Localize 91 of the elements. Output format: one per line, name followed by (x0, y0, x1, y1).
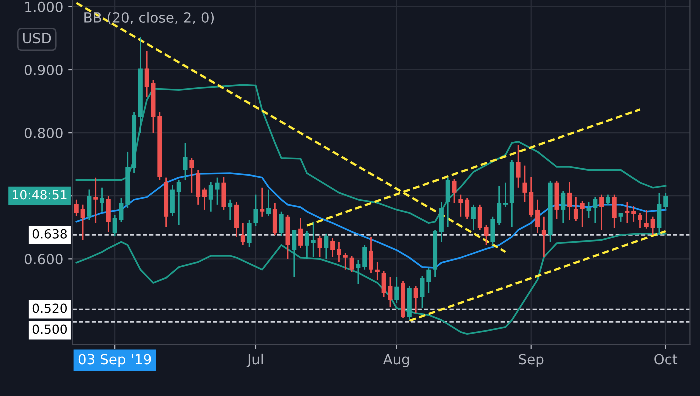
candlestick (465, 197, 470, 220)
candlestick (504, 182, 508, 208)
x-tick-label: Oct (654, 354, 678, 365)
candlestick (606, 194, 610, 206)
candlestick (266, 189, 272, 217)
y-tick-label: 0.900 (24, 64, 63, 76)
candlestick (522, 165, 528, 204)
text: 10:48:51 (13, 190, 67, 200)
candlestick (600, 194, 604, 231)
candlestick (343, 252, 348, 271)
y-tick-label: 1.000 (26, 2, 63, 12)
candlestick (318, 236, 322, 258)
candlestick (394, 276, 400, 304)
line-series (76, 233, 667, 336)
candlestick (330, 238, 336, 258)
x-tick-label: Sep (519, 354, 544, 368)
y-tick-label: 0.800 (24, 128, 63, 139)
candlestick (478, 204, 482, 231)
candlestick (144, 50, 150, 98)
candlestick (529, 176, 534, 218)
candlestick (260, 187, 265, 218)
candlestick (574, 196, 578, 222)
candlestick (516, 144, 521, 189)
candlestick (279, 211, 284, 238)
annotation: BB (20, close, 2, 0) (84, 12, 214, 25)
candlestick (414, 286, 418, 314)
candlestick (350, 255, 354, 274)
candlestick (439, 202, 444, 243)
candlestick (664, 192, 668, 211)
candlestick (497, 185, 502, 226)
candlestick (536, 199, 540, 234)
candlestick (484, 224, 489, 246)
candlestick (100, 187, 105, 213)
candlestick (458, 194, 464, 218)
ref-line-label: 0.638 (32, 229, 68, 239)
candlestick (644, 209, 649, 230)
candlestick (490, 216, 496, 246)
line-series (76, 84, 667, 224)
candlestick (215, 177, 220, 206)
candlestick (208, 182, 214, 213)
candlestick (625, 202, 630, 224)
candlestick (356, 260, 361, 286)
candlestick (202, 187, 207, 211)
candlestick (420, 275, 425, 310)
candlestick (580, 200, 585, 228)
ref-line-label: 0.500 (32, 324, 68, 334)
candlestick (324, 233, 329, 260)
x-tick-label: Jul (246, 354, 264, 368)
candlestick (170, 184, 175, 217)
candlestick (612, 194, 617, 229)
candlestick (375, 262, 380, 281)
candlestick (446, 177, 450, 228)
x-tick-label: 03 Sep '19 (78, 354, 152, 368)
candlestick (632, 206, 636, 223)
line-series (76, 172, 667, 269)
candlestick (471, 204, 476, 231)
candlestick (452, 178, 457, 204)
candlestick (176, 180, 182, 226)
candlestick (80, 204, 86, 241)
candlestick (650, 216, 656, 236)
candlestick (336, 241, 342, 264)
candlestick (74, 199, 79, 217)
candlestick (369, 236, 374, 274)
candlestick (190, 158, 194, 194)
candlestick (272, 202, 278, 236)
candlestick (657, 192, 662, 236)
candlestick (311, 221, 316, 258)
candlestick (94, 177, 98, 224)
x-tick-label: Aug (383, 354, 410, 368)
candlestick (183, 142, 188, 182)
candlestick (234, 202, 239, 238)
candlestick (638, 212, 642, 229)
candlestick (593, 196, 598, 224)
y-tick-label: 0.600 (24, 254, 63, 265)
ref-line-label: 0.520 (32, 304, 68, 314)
candlestick (298, 217, 304, 250)
candlestick (87, 189, 92, 221)
candlestick (426, 267, 432, 294)
text: USD (23, 33, 52, 44)
candlestick (106, 195, 111, 233)
candlestick (254, 194, 258, 228)
candlestick (561, 190, 566, 224)
candlestick (196, 170, 201, 206)
candlestick (240, 222, 246, 246)
candlestick (568, 182, 572, 221)
candlestick (304, 230, 310, 260)
candlestick (362, 244, 368, 271)
candlestick (228, 199, 233, 221)
candlestick (292, 229, 297, 278)
candlestick (247, 219, 252, 248)
candlestick (542, 216, 546, 258)
